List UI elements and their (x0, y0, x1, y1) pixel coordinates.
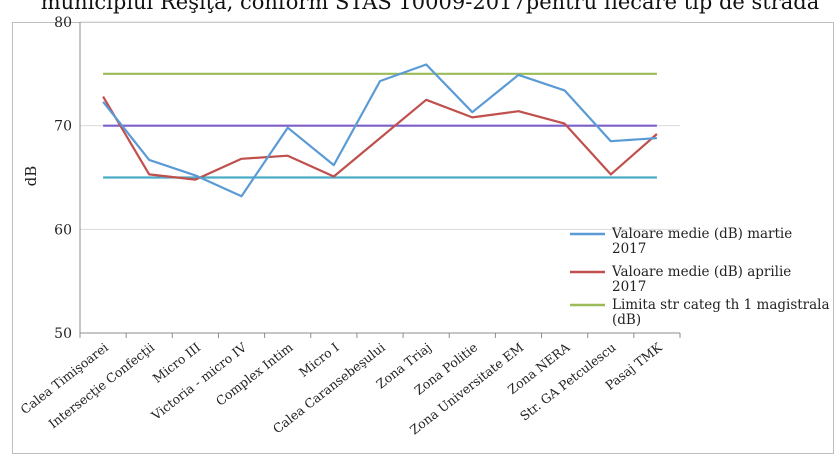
y-tick-label: 60 (54, 222, 72, 238)
x-tick-label: Complex Intim (213, 339, 296, 408)
legend-label: Valoare medie (dB) aprilie 2017 (611, 264, 791, 295)
series-lines (102, 63, 658, 198)
y-tick-label: 80 (54, 15, 72, 31)
y-tick-labels: 50 60 70 80 (54, 15, 72, 342)
legend: Valoare medie (dB) martie 2017 Valoare med… (570, 226, 830, 328)
y-tick-label: 50 (54, 326, 72, 342)
y-tick-label: 70 (54, 119, 72, 135)
axes (79, 22, 681, 338)
y-axis-title: dB (22, 166, 40, 187)
series-line-1 (102, 96, 658, 181)
legend-label: Valoare medie (dB) martie 2017 (611, 226, 792, 257)
caption-text: municipiul Reşiţa, conform STAS 10009-20… (41, 0, 820, 14)
series-line-0 (102, 63, 657, 198)
legend-label: Limita str categ th 1 magistrala (dB) (612, 297, 830, 328)
